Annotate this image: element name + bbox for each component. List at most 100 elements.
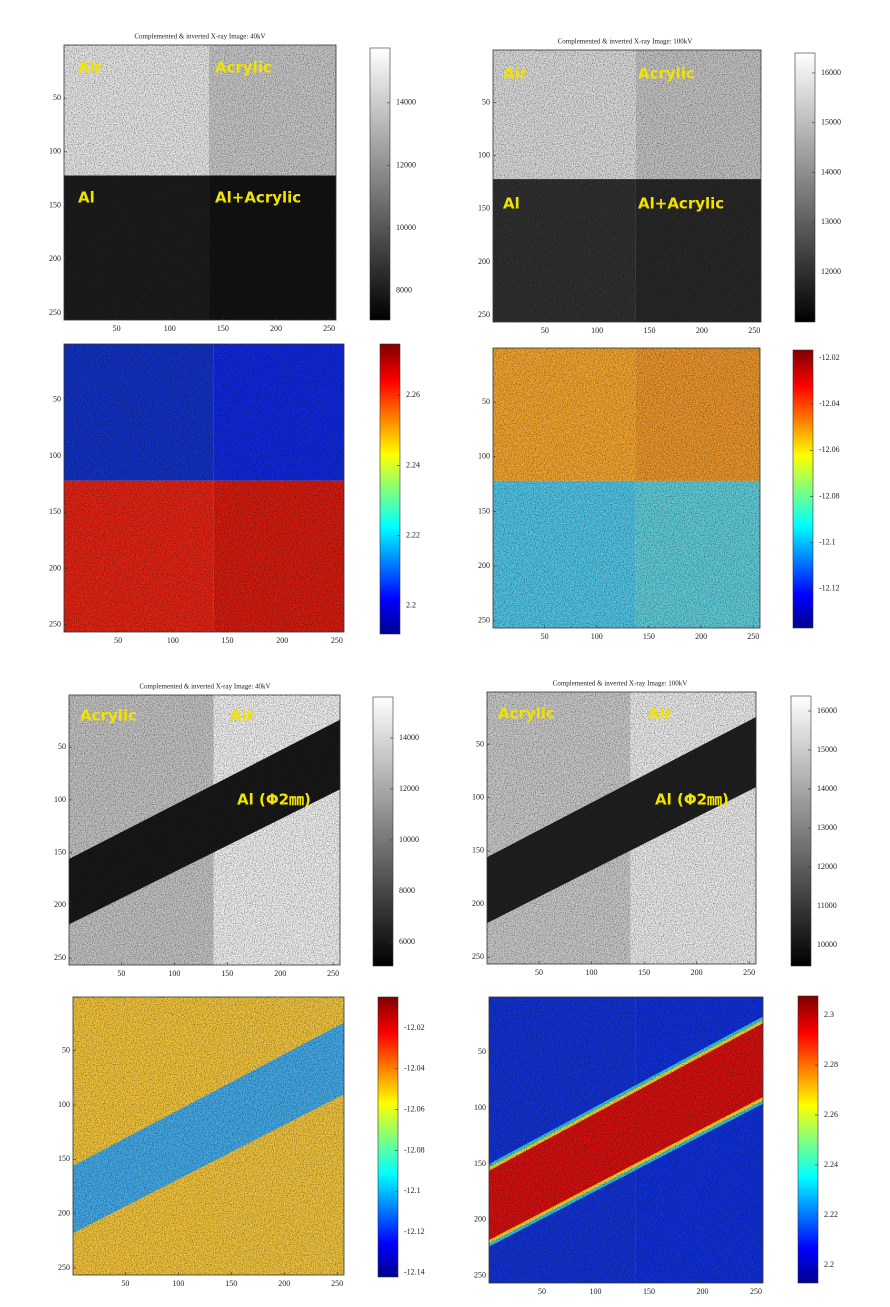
colorbar-tick-label: 13000 [817, 823, 837, 832]
colorbar-tick-label: 14000 [821, 167, 841, 176]
panel-title: Complemented & inverted X-ray Image: 100… [558, 38, 693, 46]
colorbar-tick-label: -12.06 [404, 1104, 425, 1113]
image [487, 692, 756, 964]
x-tick-label: 50 [535, 968, 543, 977]
y-tick-label: 250 [472, 952, 484, 961]
colorbar-tick-label: 12000 [399, 784, 419, 793]
colorbar-tick-label: -12.04 [819, 399, 840, 408]
panel-title: Complemented & inverted X-ray Image: 40k… [134, 33, 265, 41]
image [493, 348, 760, 628]
colorbar-tick-label: 16000 [821, 68, 841, 77]
colorbar-tick-label: 6000 [399, 937, 415, 946]
x-tick-label: 150 [638, 968, 650, 977]
y-tick-label: 250 [49, 620, 61, 629]
x-tick-label: 250 [327, 969, 339, 978]
colorbar-tick-label: 2.26 [824, 1110, 838, 1119]
colorbar-tick-label: 13000 [821, 217, 841, 226]
x-tick-label: 250 [748, 326, 760, 335]
x-tick-label: 100 [591, 632, 603, 641]
x-tick-label: 50 [541, 632, 549, 641]
x-tick-label: 250 [750, 1287, 762, 1296]
colorbar-tick-label: -12.06 [819, 445, 840, 454]
x-tick-label: 100 [591, 326, 603, 335]
panel: 50 100 150 200 250 50 100 150 200 250 -12.14 -12.12… [58, 996, 425, 1288]
axes-frame [486, 691, 757, 965]
noise [493, 348, 760, 628]
image [73, 997, 344, 1275]
axes-frame [72, 996, 345, 1276]
noise [489, 997, 763, 1283]
axes-frame [63, 343, 345, 633]
x-tick-label: 250 [743, 968, 755, 977]
image [64, 344, 344, 632]
colorbar-tick-label: 10000 [399, 835, 419, 844]
region-label: Air [78, 59, 103, 77]
colorbar-tick-label: 12000 [821, 267, 841, 276]
y-tick-label: 150 [472, 846, 484, 855]
colorbar-tick-label: -12.1 [819, 537, 836, 546]
y-tick-label: 250 [478, 616, 490, 625]
y-tick-label: 50 [58, 742, 66, 751]
y-tick-label: 150 [478, 204, 490, 213]
x-tick-label: 50 [538, 1287, 546, 1296]
y-tick-label: 150 [474, 1159, 486, 1168]
panel: 50 100 150 200 250 50 100 150 200 250 10000 11000 12… [472, 680, 837, 977]
region-label: Al (Φ2㎜) [655, 791, 729, 809]
axes-frame [68, 694, 341, 966]
colorbar [377, 996, 399, 1278]
y-tick-label: 50 [53, 93, 61, 102]
colorbar-tick-label: -12.1 [404, 1186, 421, 1195]
colorbar-tick-label: -12.02 [404, 1023, 425, 1032]
y-tick-label: 50 [62, 1046, 70, 1055]
noise [64, 45, 336, 320]
y-tick-label: 200 [472, 899, 484, 908]
x-tick-label: 50 [113, 324, 121, 333]
panel: 50 100 150 200 250 50 100 150 200 250 2.2 2.22 2.24 2… [474, 995, 838, 1296]
colorbar [790, 695, 812, 967]
colorbar-tick-label: -12.12 [404, 1227, 425, 1236]
y-tick-label: 150 [54, 848, 66, 857]
y-tick-label: 200 [478, 257, 490, 266]
colorbar [794, 52, 816, 323]
y-tick-label: 50 [482, 397, 490, 406]
x-tick-label: 200 [274, 969, 286, 978]
image [489, 997, 763, 1283]
colorbar-tick-label: -12.08 [819, 491, 840, 500]
colorbar-tick-label: 8000 [399, 886, 415, 895]
colorbar-tick-label: 2.2 [824, 1260, 834, 1269]
x-tick-label: 50 [121, 1279, 129, 1288]
axes-frame [492, 49, 762, 323]
y-tick-label: 250 [49, 308, 61, 317]
x-tick-label: 150 [643, 1287, 655, 1296]
y-tick-label: 150 [478, 506, 490, 515]
noise [493, 50, 761, 322]
y-tick-label: 100 [474, 1103, 486, 1112]
colorbar-tick-label: 14000 [396, 98, 416, 107]
region-label: Air [230, 707, 255, 725]
x-tick-label: 200 [276, 636, 288, 645]
colorbar-tick-label: 2.22 [406, 531, 420, 540]
noise [64, 344, 344, 632]
y-tick-label: 100 [472, 793, 484, 802]
colorbar-tick-label: -12.04 [404, 1064, 425, 1073]
x-tick-label: 50 [114, 636, 122, 645]
colorbar-tick-label: 14000 [817, 784, 837, 793]
colorbar-tick-label: 2.26 [406, 390, 420, 399]
image [64, 45, 336, 320]
x-tick-label: 50 [117, 969, 125, 978]
colorbar-tick-label: -12.12 [819, 584, 840, 593]
region-label: Acrylic [638, 65, 695, 83]
x-tick-label: 250 [331, 636, 343, 645]
x-tick-label: 200 [696, 326, 708, 335]
x-tick-label: 100 [172, 1279, 184, 1288]
axes-frame [488, 996, 764, 1284]
colorbar-tick-label: 2.22 [824, 1210, 838, 1219]
noise [487, 692, 756, 964]
panel: 50 100 150 200 250 50 100 150 200 250 12000 13000 14… [478, 38, 841, 335]
y-tick-label: 150 [49, 200, 61, 209]
colorbar-tick-label: -12.02 [819, 353, 840, 362]
y-tick-label: 250 [58, 1263, 70, 1272]
region-label: Al [78, 189, 95, 207]
y-tick-label: 100 [58, 1100, 70, 1109]
y-tick-label: 200 [58, 1208, 70, 1217]
